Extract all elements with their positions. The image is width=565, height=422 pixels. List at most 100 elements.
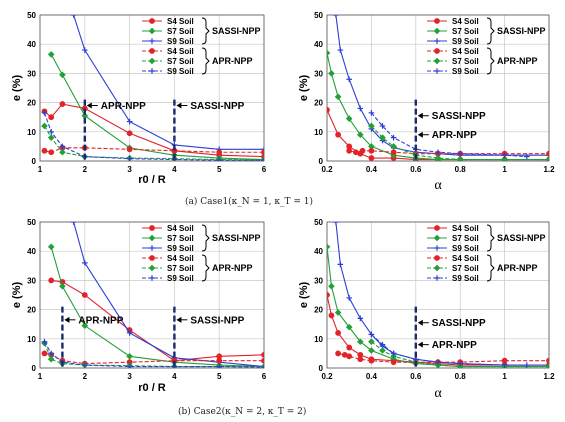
data-point xyxy=(47,243,55,251)
legend-group-sassi: SASSI-NPP xyxy=(497,233,546,243)
legend-group-sassi: SASSI-NPP xyxy=(212,26,261,36)
y-tick-label: 20 xyxy=(314,306,323,315)
legend-entry: S9 Soil xyxy=(452,67,479,76)
legend-marker xyxy=(148,27,156,35)
data-point xyxy=(390,353,397,360)
data-point xyxy=(368,338,375,346)
legend-marker xyxy=(148,234,156,242)
data-point xyxy=(335,350,342,357)
arrow-head-icon xyxy=(86,102,92,109)
legend-marker xyxy=(433,264,441,272)
data-point xyxy=(546,150,549,157)
data-point xyxy=(368,155,375,161)
data-point xyxy=(368,122,375,130)
data-point xyxy=(81,292,88,298)
series-line-s9-sassi xyxy=(335,15,549,156)
x-tick-label: 2 xyxy=(83,372,88,381)
y-tick-label: 30 xyxy=(27,69,36,78)
data-point xyxy=(216,357,223,364)
plot-frame xyxy=(39,221,265,369)
series-line-s7-apr xyxy=(371,341,549,368)
y-tick-label: 30 xyxy=(27,276,36,285)
data-point xyxy=(368,357,375,364)
data-point xyxy=(59,143,66,150)
x-tick-label: 0.8 xyxy=(455,372,467,381)
legend-marker xyxy=(149,38,155,44)
data-point xyxy=(346,353,353,360)
data-point xyxy=(48,149,55,156)
x-tick-label: 1 xyxy=(502,372,507,381)
data-point xyxy=(216,157,222,161)
series-line-s7-sassi xyxy=(327,52,549,161)
data-point xyxy=(48,277,55,284)
data-point xyxy=(82,362,88,368)
legend-marker xyxy=(149,225,155,231)
series-line-s4-sassi xyxy=(327,294,549,366)
data-point xyxy=(368,347,375,354)
data-point xyxy=(346,76,352,83)
x-tick-label: 0.2 xyxy=(321,372,333,381)
data-point xyxy=(457,360,463,367)
x-tick-label: 2 xyxy=(83,165,88,174)
data-point xyxy=(261,351,264,358)
data-point xyxy=(48,129,54,135)
legend-entry: S7 Soil xyxy=(452,27,479,36)
y-tick-label: 20 xyxy=(27,306,36,315)
data-point xyxy=(126,363,133,368)
y-tick-label: 40 xyxy=(314,247,323,256)
data-point xyxy=(368,331,375,338)
data-point xyxy=(379,347,386,354)
legend-marker xyxy=(149,275,155,281)
annotation-label: SASSI-NPP xyxy=(432,318,486,329)
legend-entry: S7 Soil xyxy=(167,27,194,36)
chart-panel-4: 0 10 20 30 40 50 0.2 0.4 0.6 0.8 1 1.2 α e (%) SASSI-N… xyxy=(298,218,555,401)
data-point xyxy=(546,357,549,364)
data-point xyxy=(390,350,397,357)
data-point xyxy=(41,147,48,154)
arrow-head-icon xyxy=(417,112,423,119)
caption-case2: (b) Case2(κ_N = 2, κ_T = 2) xyxy=(178,407,307,417)
legend-marker xyxy=(434,255,440,261)
legend-marker xyxy=(434,245,440,251)
legend-marker xyxy=(434,225,440,231)
x-tick-label: 1.2 xyxy=(543,165,555,174)
chart-panel-3: 0 10 20 30 40 50 1 2 3 4 5 6 r0 / R e (%) APR-NPP SASSI… xyxy=(11,218,267,394)
plot-frame xyxy=(39,14,265,162)
x-tick-label: 6 xyxy=(262,372,267,381)
legend-entry: S4 Soil xyxy=(167,224,194,233)
annotation-label: APR-NPP xyxy=(101,101,146,112)
data-point xyxy=(333,15,339,18)
legend-entry: S9 Soil xyxy=(167,37,194,46)
data-point xyxy=(126,130,133,137)
data-point xyxy=(357,315,364,322)
data-point xyxy=(47,134,55,141)
legend-entry: S7 Soil xyxy=(167,264,194,273)
y-tick-label: 40 xyxy=(27,40,36,49)
data-point xyxy=(41,122,48,130)
data-point xyxy=(368,147,375,154)
data-point xyxy=(390,149,397,156)
legend-entry: S9 Soil xyxy=(167,67,194,76)
data-point xyxy=(346,344,353,351)
legend-entry: S4 Soil xyxy=(452,47,479,56)
arrow-head-icon xyxy=(176,102,182,109)
data-point xyxy=(59,71,66,79)
data-point xyxy=(379,134,386,141)
legend-entry: S4 Soil xyxy=(167,47,194,56)
legend-brace xyxy=(486,224,495,252)
legend-group-apr: APR-NPP xyxy=(497,56,538,66)
data-point xyxy=(335,131,342,138)
series-line-s4-apr xyxy=(44,352,264,365)
legend-marker xyxy=(434,48,440,54)
y-tick-label: 50 xyxy=(27,218,36,227)
y-tick-label: 40 xyxy=(27,247,36,256)
legend-marker xyxy=(434,38,440,44)
legend-marker xyxy=(434,275,440,281)
series-line-s9-sassi xyxy=(73,222,264,368)
caption-case1: (a) Case1(κ_N = 1, κ_T = 1) xyxy=(185,197,314,207)
data-point xyxy=(334,309,342,316)
legend-entry: S9 Soil xyxy=(452,37,479,46)
x-tick-label: 1 xyxy=(502,165,507,174)
